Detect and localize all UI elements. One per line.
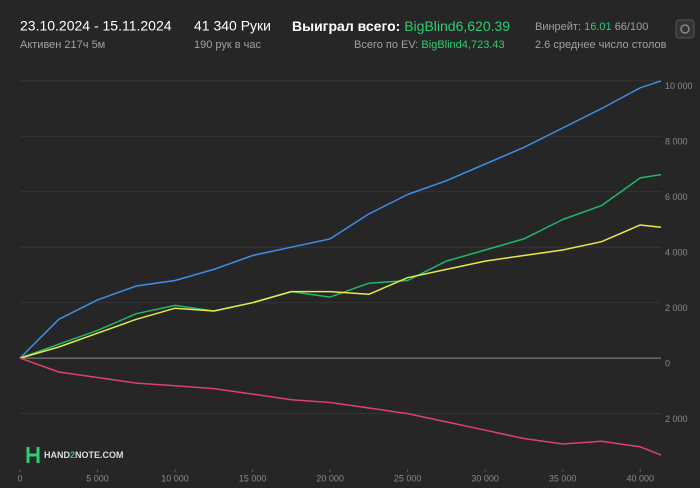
- x-tick-label: 0: [17, 473, 22, 483]
- x-tick-label: 10 000: [161, 473, 189, 483]
- settings-icon[interactable]: [680, 24, 690, 34]
- logo: HAND2NOTE.COM: [26, 447, 124, 463]
- winrate-label: Винрейт:: [535, 21, 581, 33]
- x-tick-label: 40 000: [626, 473, 654, 483]
- series-line: [19, 224, 662, 359]
- series-line: [19, 80, 662, 359]
- y-tick-label: 2 000: [665, 303, 688, 313]
- y-tick-label: 8 000: [665, 137, 688, 147]
- won-label-text: Выиграл всего:: [292, 18, 400, 34]
- y-tick-label: 2 000: [665, 414, 688, 424]
- settings-box[interactable]: [675, 19, 695, 39]
- x-tick-label: 25 000: [394, 473, 422, 483]
- logo-text: HAND2NOTE.COM: [44, 450, 124, 460]
- logo-part: HAND: [44, 450, 70, 460]
- y-tick-label: 6 000: [665, 192, 688, 202]
- plot: 2 000 0 2 000 4 000 6 000 8 000 10 000 0 5 000 10…: [17, 80, 693, 483]
- winrate: Винрейт: 16.01 66/100: [535, 21, 648, 33]
- active-time: Активен 217ч 5м: [20, 39, 105, 51]
- hands: 41 340 Руки: [194, 18, 271, 34]
- y-tick-label: 4 000: [665, 248, 688, 258]
- hands-per-hour: 190 рук в час: [194, 39, 262, 51]
- logo-icon: [26, 447, 40, 463]
- winrate-value: 16.01: [584, 21, 612, 33]
- x-tick-label: 35 000: [549, 473, 577, 483]
- y-tick-label: 0: [665, 358, 670, 368]
- logo-part: 2: [70, 450, 75, 460]
- winrate-unit: 66/100: [615, 21, 649, 33]
- tables: 2.6 среднее число столов: [535, 39, 667, 51]
- ev-label-text: Всего по EV:: [354, 39, 418, 51]
- x-tick-label: 15 000: [239, 473, 267, 483]
- series-line: [19, 173, 662, 359]
- series-line: [19, 357, 662, 456]
- period: 23.10.2024 - 15.11.2024: [20, 18, 172, 34]
- ev-label: Всего по EV: BigBlind4,723.43: [354, 39, 505, 51]
- settings-button[interactable]: [675, 19, 695, 39]
- logo-part: NOTE.COM: [75, 450, 124, 460]
- won-value: BigBlind6,620.39: [404, 18, 510, 34]
- x-tick-label: 30 000: [471, 473, 499, 483]
- x-tick-label: 20 000: [316, 473, 344, 483]
- won-label: Выиграл всего: BigBlind6,620.39: [292, 18, 510, 34]
- ev-value: BigBlind4,723.43: [421, 39, 504, 51]
- x-tick-label: 5 000: [86, 473, 109, 483]
- y-tick-label: 10 000: [665, 81, 693, 91]
